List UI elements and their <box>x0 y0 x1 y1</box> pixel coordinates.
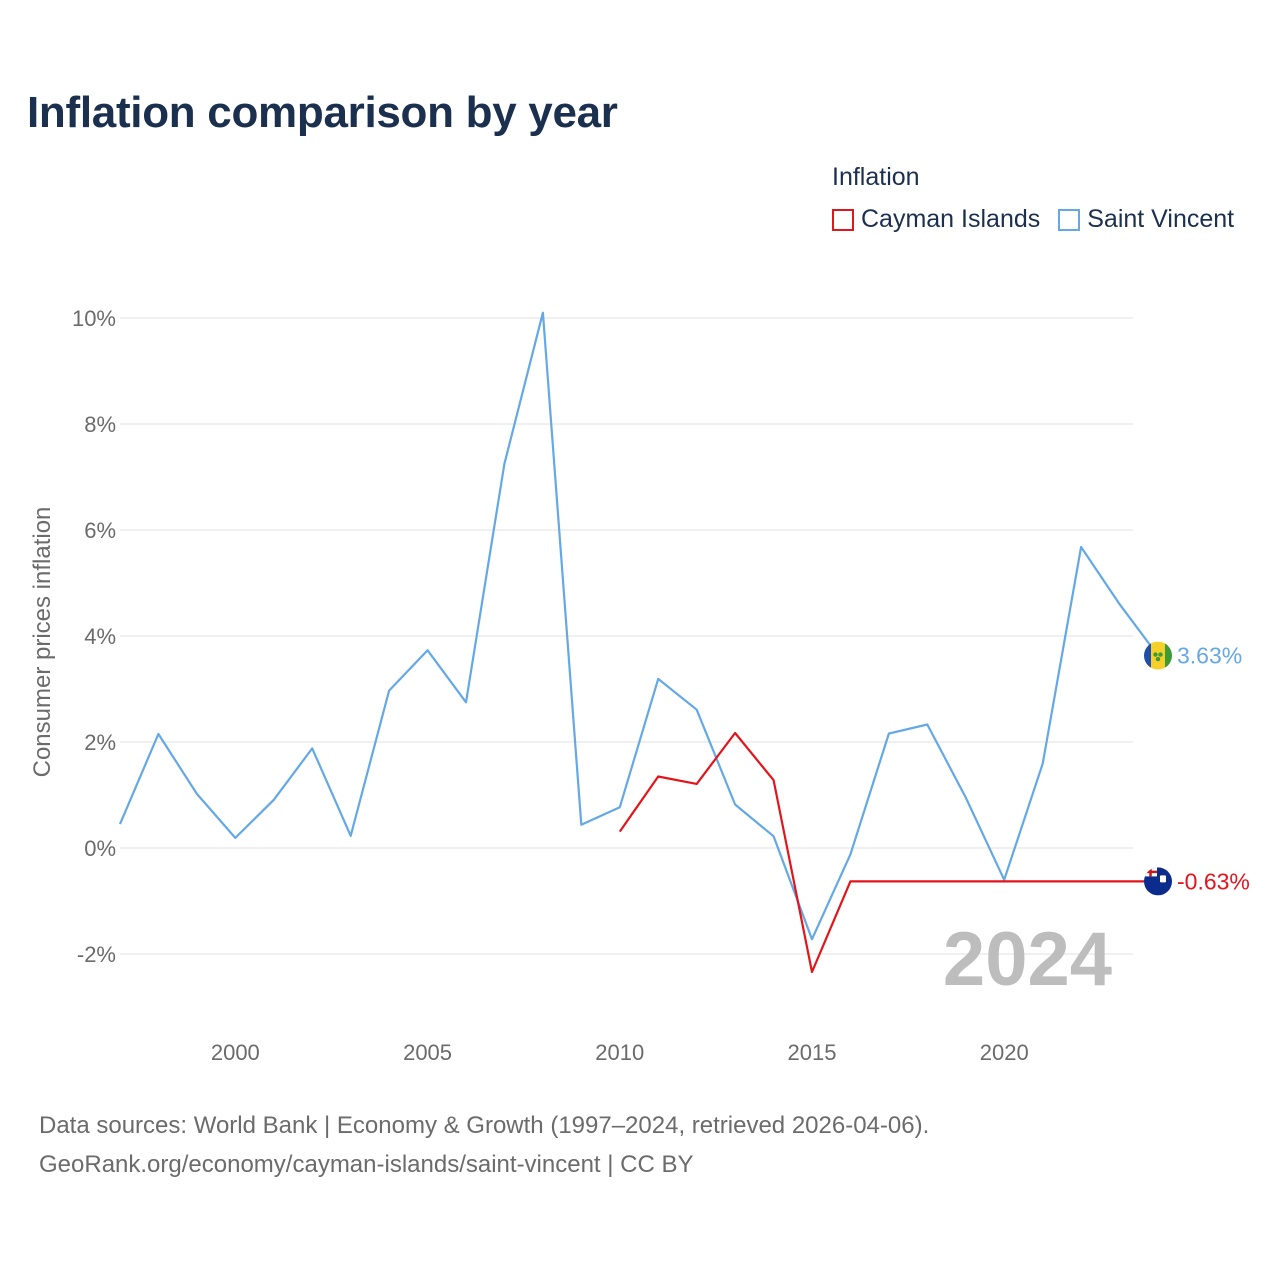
legend-label-saint-vincent: Saint Vincent <box>1087 205 1235 233</box>
series-lines <box>118 311 1159 974</box>
legend: Cayman Islands Saint Vincent <box>832 205 1234 234</box>
series-end-markers: 3.63% -0.63% <box>1144 641 1250 896</box>
legend-title: Inflation <box>832 163 920 191</box>
legend-item-cayman-islands[interactable]: Cayman Islands <box>832 205 1040 234</box>
end-label-saint-vincent: 3.63% <box>1177 643 1242 669</box>
y-axis-label: Consumer prices inflation <box>29 507 56 778</box>
legend-swatch-saint-vincent <box>1058 208 1081 231</box>
y-tick-label: 2% <box>84 730 116 755</box>
data-sources: Data sources: World Bank | Economy & Gro… <box>39 1106 929 1184</box>
legend-swatch-cayman-islands <box>832 208 854 231</box>
x-axis-ticks: 2000 2005 2010 2015 2020 <box>211 1040 1029 1065</box>
x-tick-label: 2005 <box>403 1040 452 1065</box>
y-axis-ticks: -2% 0% 2% 4% 6% 8% 10% <box>72 306 116 967</box>
y-tick-label: -2% <box>77 942 116 967</box>
x-tick-label: 2010 <box>595 1040 644 1065</box>
x-tick-label: 2020 <box>980 1040 1029 1065</box>
series-line-saint-vincent[interactable] <box>118 311 1159 941</box>
x-tick-label: 2000 <box>211 1040 260 1065</box>
sources-line-2[interactable]: GeoRank.org/economy/cayman-islands/saint… <box>39 1151 694 1178</box>
cayman-islands-flag-icon <box>1144 867 1172 896</box>
current-year-watermark: 2024 <box>943 917 1112 1002</box>
sources-line-1: Data sources: World Bank | Economy & Gro… <box>39 1112 930 1139</box>
y-tick-label: 8% <box>84 412 116 437</box>
y-tick-label: 6% <box>84 518 116 543</box>
legend-label-cayman-islands: Cayman Islands <box>861 205 1041 233</box>
page-title: Inflation comparison by year <box>27 88 618 137</box>
series-line-cayman-islands[interactable] <box>618 731 1158 974</box>
end-label-cayman-islands: -0.63% <box>1177 868 1250 894</box>
saint-vincent-flag-icon <box>1144 641 1172 670</box>
x-tick-label: 2015 <box>788 1040 837 1065</box>
legend-item-saint-vincent[interactable]: Saint Vincent <box>1058 205 1234 234</box>
y-tick-label: 10% <box>72 306 116 331</box>
y-tick-label: 4% <box>84 624 116 649</box>
gridlines <box>120 317 1133 955</box>
y-tick-label: 0% <box>84 836 116 861</box>
